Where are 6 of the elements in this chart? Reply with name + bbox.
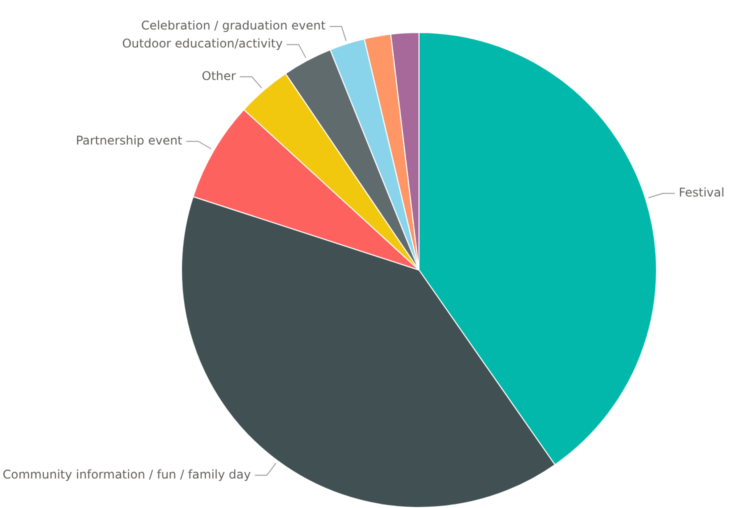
slice-label: Festival bbox=[678, 185, 724, 200]
slice-label: Other bbox=[202, 68, 236, 83]
slice-label: Partnership event bbox=[76, 133, 183, 148]
slice-label: Celebration / graduation event bbox=[141, 18, 326, 33]
slice-label: Outdoor education/activity bbox=[122, 36, 283, 51]
slice-label: Community information / fun / family day bbox=[2, 467, 251, 482]
